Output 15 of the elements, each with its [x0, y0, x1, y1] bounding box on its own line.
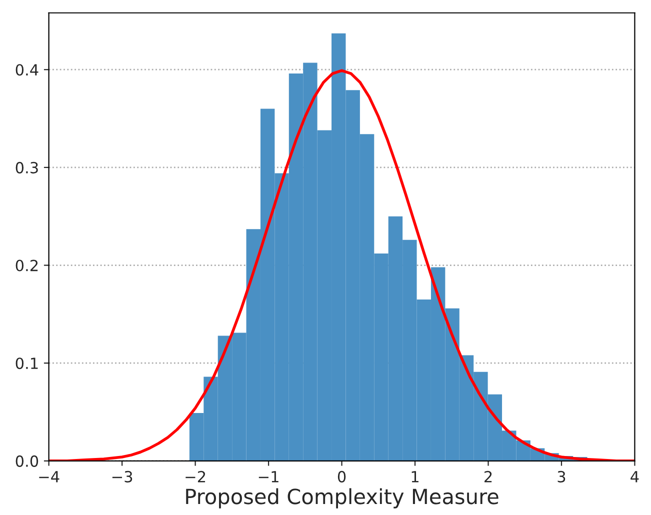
x-tick-label: −4: [39, 471, 60, 482]
x-tick-label: 3: [558, 470, 566, 482]
y-tick-label: 0.1: [16, 358, 38, 370]
x-tick-label: −3: [112, 470, 132, 482]
x-axis-title: Proposed Complexity Measure: [186, 488, 498, 508]
y-tick-label: 0.0: [16, 455, 38, 467]
y-tick-label: 0.4: [16, 64, 38, 76]
x-tick-label: −1: [258, 471, 278, 482]
y-tick-label: 0.2: [16, 260, 38, 272]
x-tick-label: 4: [630, 471, 639, 482]
x-tick-label: 2: [484, 470, 492, 482]
x-tick-label: 1: [412, 471, 418, 482]
x-tick-label: 0: [338, 470, 346, 482]
y-tick-label: 0.3: [16, 162, 38, 174]
x-tick-label: −2: [186, 470, 206, 482]
